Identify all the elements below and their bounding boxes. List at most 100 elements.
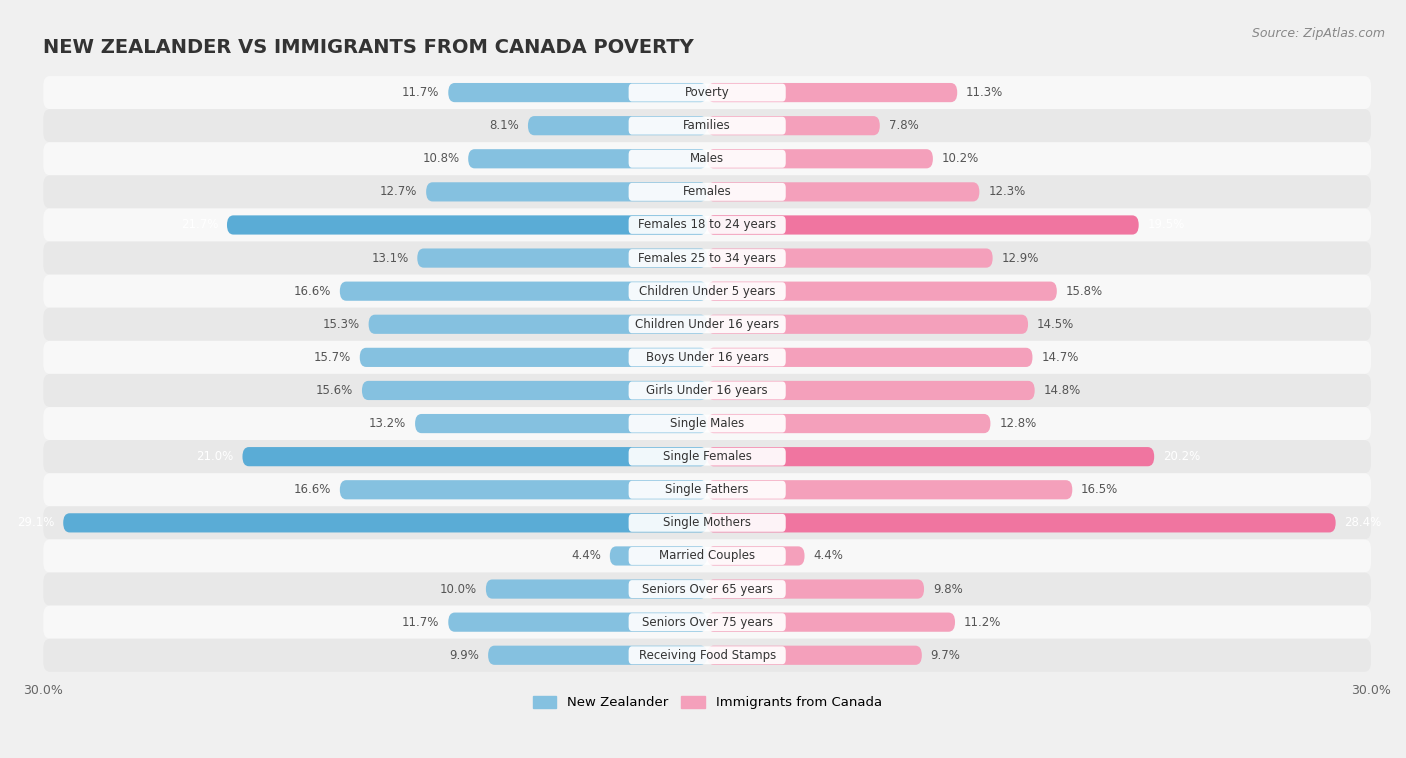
Text: 29.1%: 29.1% <box>17 516 55 529</box>
Text: NEW ZEALANDER VS IMMIGRANTS FROM CANADA POVERTY: NEW ZEALANDER VS IMMIGRANTS FROM CANADA … <box>44 38 695 57</box>
FancyBboxPatch shape <box>707 447 1154 466</box>
FancyBboxPatch shape <box>628 481 786 499</box>
Text: 9.7%: 9.7% <box>931 649 960 662</box>
Text: 11.7%: 11.7% <box>402 615 440 628</box>
Text: Source: ZipAtlas.com: Source: ZipAtlas.com <box>1251 27 1385 39</box>
FancyBboxPatch shape <box>44 143 1371 175</box>
FancyBboxPatch shape <box>340 480 707 500</box>
FancyBboxPatch shape <box>361 381 707 400</box>
FancyBboxPatch shape <box>44 76 1371 109</box>
FancyBboxPatch shape <box>44 274 1371 308</box>
Text: Boys Under 16 years: Boys Under 16 years <box>645 351 769 364</box>
Text: 15.3%: 15.3% <box>322 318 360 330</box>
FancyBboxPatch shape <box>44 407 1371 440</box>
FancyBboxPatch shape <box>44 639 1371 672</box>
FancyBboxPatch shape <box>628 448 786 465</box>
FancyBboxPatch shape <box>44 208 1371 242</box>
Text: 28.4%: 28.4% <box>1344 516 1382 529</box>
FancyBboxPatch shape <box>628 117 786 135</box>
FancyBboxPatch shape <box>226 215 707 234</box>
FancyBboxPatch shape <box>707 215 1139 234</box>
FancyBboxPatch shape <box>628 315 786 334</box>
Text: Children Under 16 years: Children Under 16 years <box>636 318 779 330</box>
Text: Females 18 to 24 years: Females 18 to 24 years <box>638 218 776 231</box>
FancyBboxPatch shape <box>628 83 786 102</box>
FancyBboxPatch shape <box>707 513 1336 532</box>
Text: Single Females: Single Females <box>662 450 752 463</box>
FancyBboxPatch shape <box>418 249 707 268</box>
FancyBboxPatch shape <box>44 506 1371 540</box>
FancyBboxPatch shape <box>707 612 955 631</box>
Text: 12.9%: 12.9% <box>1001 252 1039 265</box>
FancyBboxPatch shape <box>707 281 1057 301</box>
FancyBboxPatch shape <box>527 116 707 135</box>
Text: 15.7%: 15.7% <box>314 351 352 364</box>
FancyBboxPatch shape <box>449 612 707 631</box>
Text: 12.7%: 12.7% <box>380 186 418 199</box>
FancyBboxPatch shape <box>610 547 707 565</box>
Text: Single Fathers: Single Fathers <box>665 484 749 496</box>
FancyBboxPatch shape <box>628 647 786 664</box>
Text: 4.4%: 4.4% <box>571 550 600 562</box>
Text: Girls Under 16 years: Girls Under 16 years <box>647 384 768 397</box>
Text: 16.5%: 16.5% <box>1081 484 1118 496</box>
Text: 11.3%: 11.3% <box>966 86 1004 99</box>
Text: 14.5%: 14.5% <box>1036 318 1074 330</box>
Legend: New Zealander, Immigrants from Canada: New Zealander, Immigrants from Canada <box>527 691 887 715</box>
FancyBboxPatch shape <box>628 349 786 366</box>
FancyBboxPatch shape <box>707 249 993 268</box>
FancyBboxPatch shape <box>628 381 786 399</box>
FancyBboxPatch shape <box>628 613 786 631</box>
FancyBboxPatch shape <box>707 646 922 665</box>
FancyBboxPatch shape <box>707 480 1073 500</box>
Text: Single Mothers: Single Mothers <box>664 516 751 529</box>
FancyBboxPatch shape <box>44 242 1371 274</box>
FancyBboxPatch shape <box>449 83 707 102</box>
Text: Receiving Food Stamps: Receiving Food Stamps <box>638 649 776 662</box>
FancyBboxPatch shape <box>368 315 707 334</box>
FancyBboxPatch shape <box>415 414 707 433</box>
FancyBboxPatch shape <box>44 374 1371 407</box>
FancyBboxPatch shape <box>707 579 924 599</box>
Text: Families: Families <box>683 119 731 132</box>
Text: 13.2%: 13.2% <box>368 417 406 430</box>
Text: Married Couples: Married Couples <box>659 550 755 562</box>
Text: 11.2%: 11.2% <box>965 615 1001 628</box>
FancyBboxPatch shape <box>628 150 786 168</box>
FancyBboxPatch shape <box>44 109 1371 143</box>
FancyBboxPatch shape <box>44 473 1371 506</box>
Text: 13.1%: 13.1% <box>371 252 408 265</box>
Text: Children Under 5 years: Children Under 5 years <box>638 285 776 298</box>
FancyBboxPatch shape <box>707 348 1032 367</box>
FancyBboxPatch shape <box>44 572 1371 606</box>
Text: 10.8%: 10.8% <box>422 152 460 165</box>
Text: 12.3%: 12.3% <box>988 186 1025 199</box>
Text: Seniors Over 65 years: Seniors Over 65 years <box>641 583 773 596</box>
FancyBboxPatch shape <box>44 341 1371 374</box>
FancyBboxPatch shape <box>707 414 990 433</box>
FancyBboxPatch shape <box>628 580 786 598</box>
FancyBboxPatch shape <box>707 315 1028 334</box>
FancyBboxPatch shape <box>44 440 1371 473</box>
FancyBboxPatch shape <box>628 249 786 267</box>
FancyBboxPatch shape <box>44 606 1371 639</box>
FancyBboxPatch shape <box>707 547 804 565</box>
FancyBboxPatch shape <box>488 646 707 665</box>
FancyBboxPatch shape <box>628 183 786 201</box>
Text: Males: Males <box>690 152 724 165</box>
Text: 16.6%: 16.6% <box>294 285 330 298</box>
Text: 10.2%: 10.2% <box>942 152 979 165</box>
FancyBboxPatch shape <box>707 83 957 102</box>
FancyBboxPatch shape <box>628 547 786 565</box>
Text: 15.8%: 15.8% <box>1066 285 1102 298</box>
FancyBboxPatch shape <box>426 182 707 202</box>
FancyBboxPatch shape <box>628 415 786 433</box>
Text: Poverty: Poverty <box>685 86 730 99</box>
Text: Females 25 to 34 years: Females 25 to 34 years <box>638 252 776 265</box>
FancyBboxPatch shape <box>486 579 707 599</box>
FancyBboxPatch shape <box>468 149 707 168</box>
Text: 9.8%: 9.8% <box>934 583 963 596</box>
FancyBboxPatch shape <box>628 282 786 300</box>
Text: 9.9%: 9.9% <box>450 649 479 662</box>
Text: Single Males: Single Males <box>671 417 744 430</box>
